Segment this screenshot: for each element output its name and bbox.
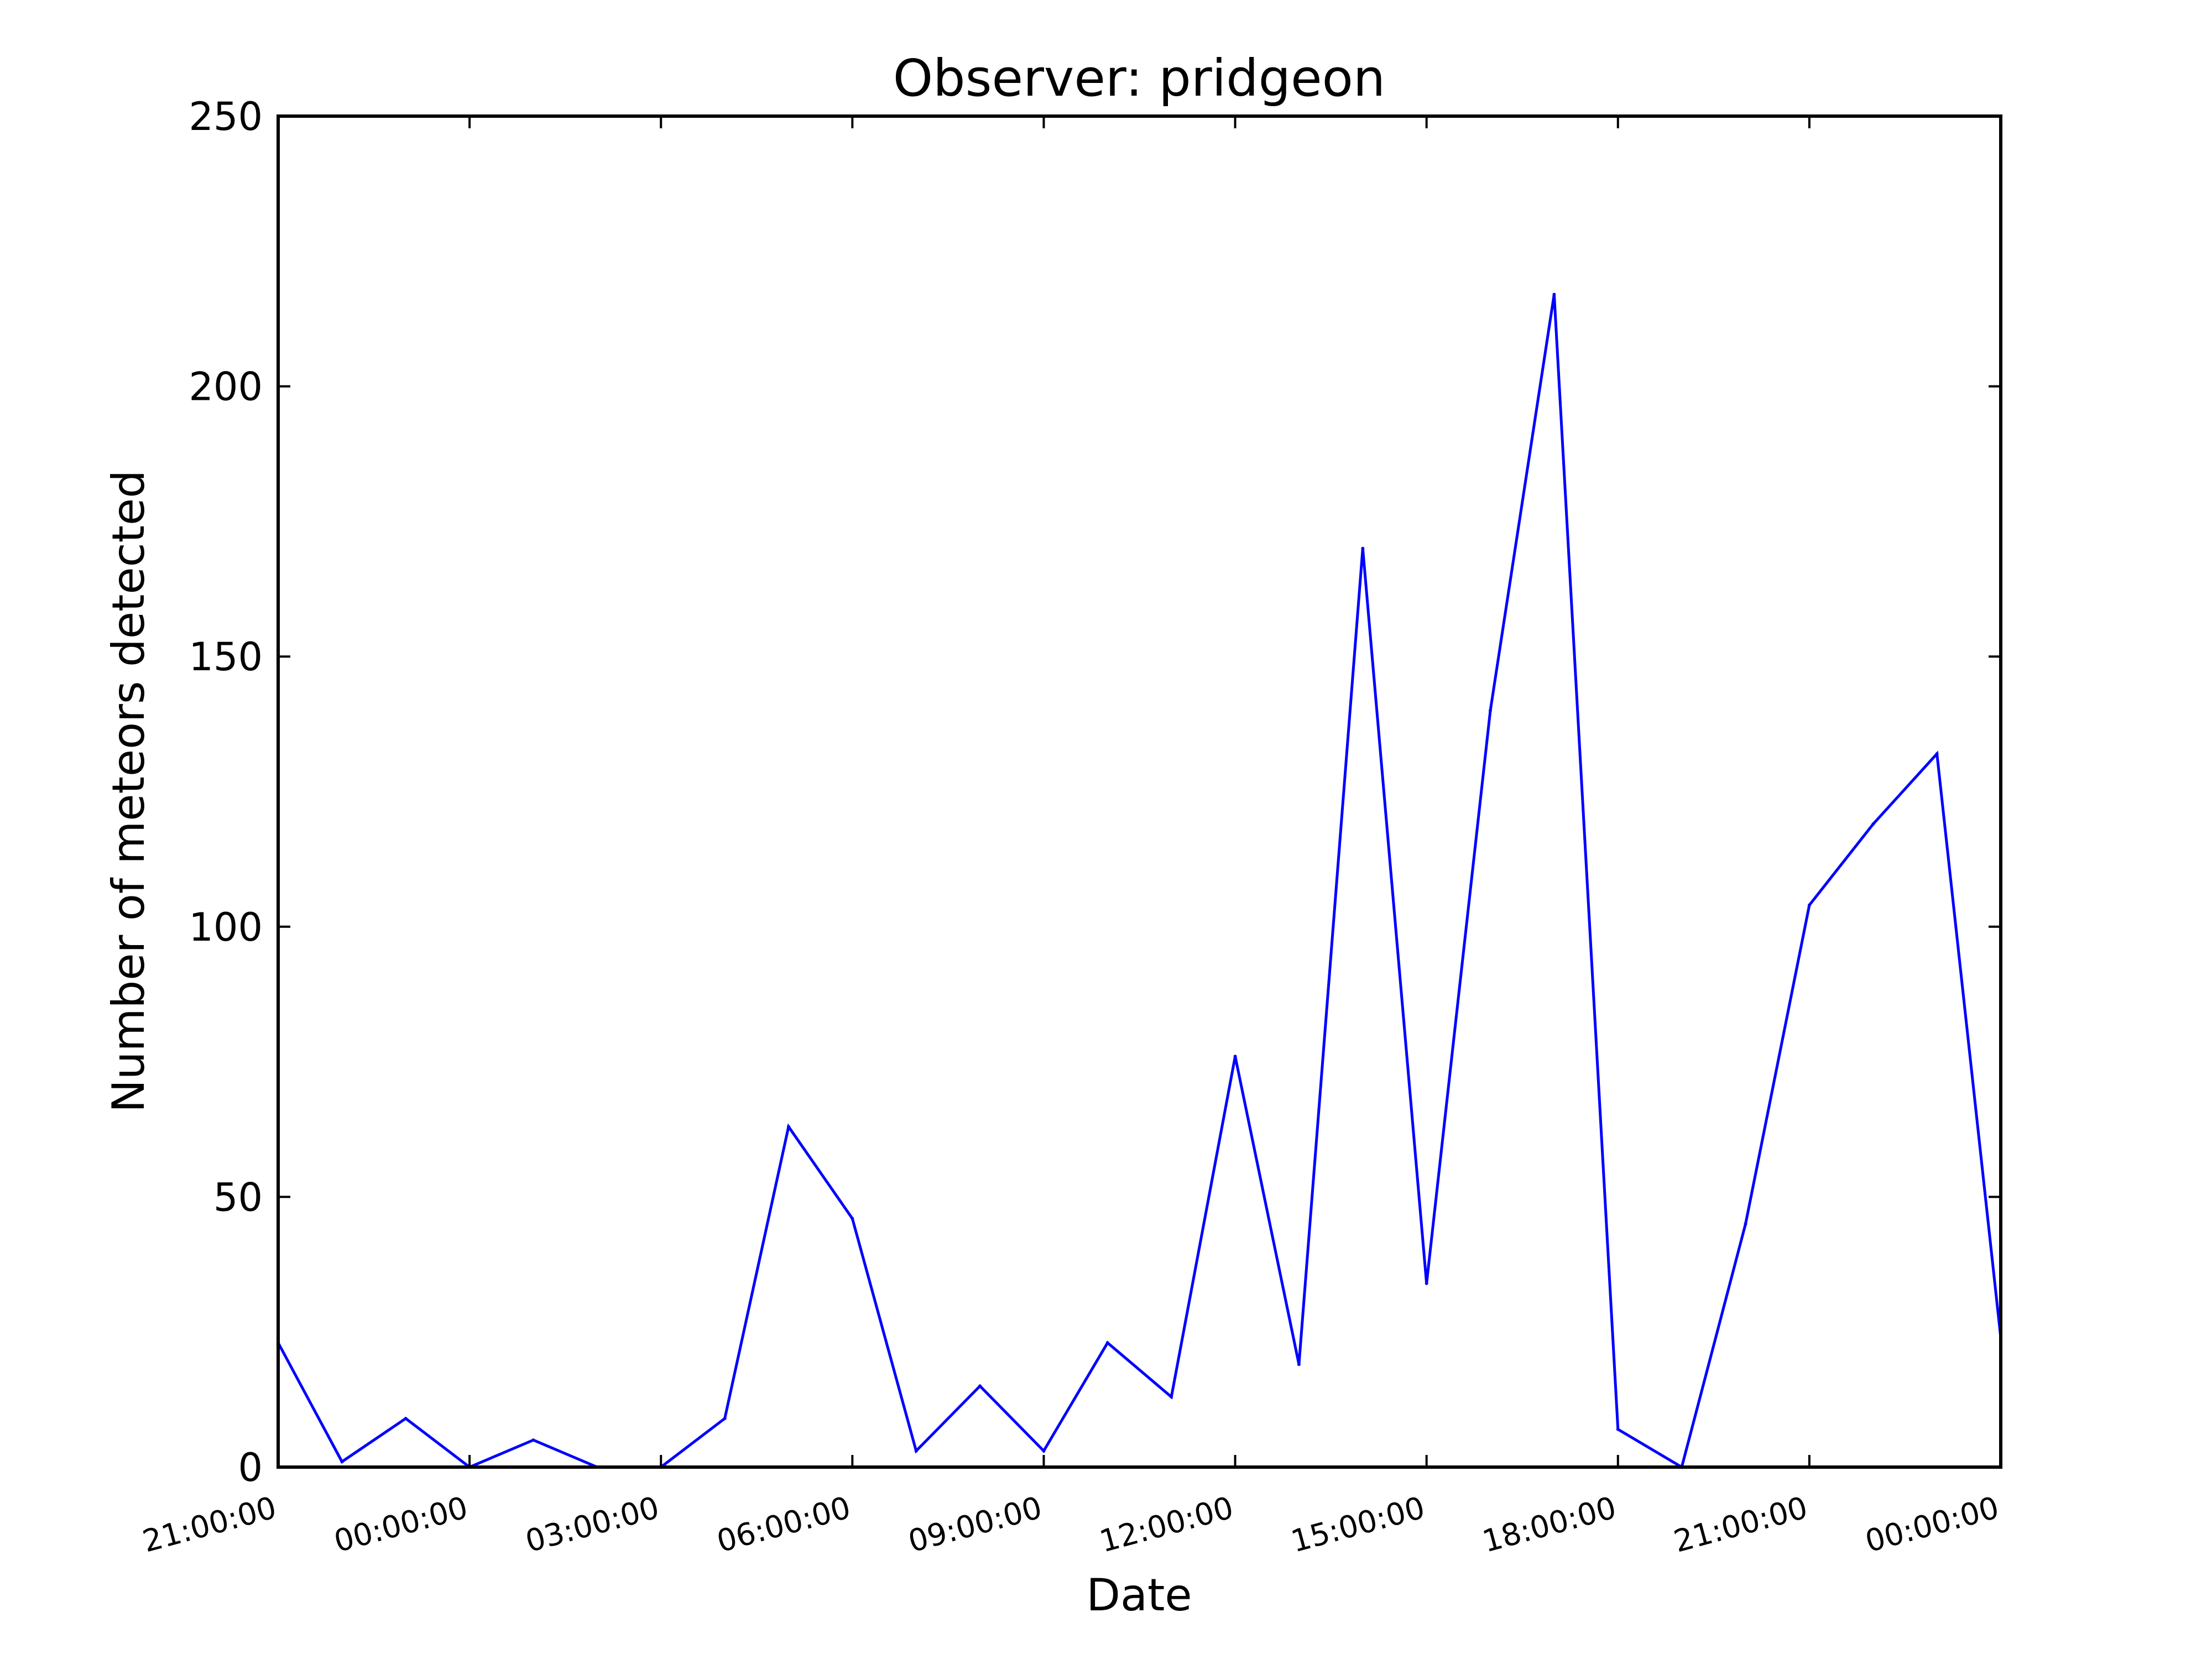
data-point	[1744, 1222, 1747, 1226]
data-point	[1297, 1363, 1301, 1366]
data-point	[851, 1217, 854, 1220]
series-line-0	[276, 294, 2002, 1469]
data-point	[1935, 752, 1939, 756]
chart-title: Observer: pridgeon	[893, 49, 1385, 108]
data-point	[404, 1417, 408, 1421]
x-tick-label: 00:00:00	[330, 1490, 471, 1559]
data-point	[1105, 1341, 1109, 1345]
data-point	[1361, 546, 1365, 550]
x-tick-label: 21:00:00	[1670, 1490, 1811, 1559]
x-axis-label: Date	[1086, 1569, 1192, 1621]
x-tick-label: 21:00:00	[139, 1490, 280, 1559]
y-tick-label: 0	[238, 1445, 263, 1490]
y-axis-label: Number of meteors detected	[103, 470, 154, 1113]
x-tick-label: 00:00:00	[1861, 1490, 2002, 1559]
tick-layer: 0 50 100 150 200 250 21:00:00 00:00:00 03:00:00 0…	[139, 94, 2002, 1559]
x-tick-label: 03:00:00	[521, 1490, 662, 1559]
x-tick-label: 09:00:00	[905, 1490, 1046, 1559]
data-point	[1233, 1055, 1237, 1058]
data-point	[531, 1438, 535, 1442]
plot-area: 0 50 100 150 200 250 21:00:00 00:00:00 03:00:00 0…	[139, 94, 2002, 1559]
data-point	[914, 1449, 918, 1453]
data-point	[978, 1384, 982, 1388]
x-tick-label: 06:00:00	[713, 1490, 854, 1559]
axes-frame	[276, 114, 2002, 1469]
y-tick-label: 250	[189, 94, 263, 139]
data-point	[723, 1417, 727, 1421]
y-tick-label: 50	[213, 1175, 263, 1220]
data-point	[1807, 903, 1811, 907]
y-tick-label: 200	[189, 364, 263, 410]
data-point	[787, 1125, 790, 1129]
data-point	[1871, 822, 1875, 826]
data-point	[1042, 1449, 1046, 1453]
series-layer	[276, 293, 2002, 1469]
data-point	[340, 1460, 344, 1464]
data-point	[1552, 293, 1556, 296]
data-point	[1489, 708, 1492, 712]
x-tick-label: 15:00:00	[1287, 1490, 1428, 1559]
data-point	[1425, 1281, 1428, 1285]
y-tick-label: 100	[189, 905, 263, 950]
y-tick-label: 150	[189, 634, 263, 680]
data-point	[1170, 1395, 1173, 1399]
x-tick-label: 12:00:00	[1096, 1490, 1237, 1559]
x-tick-label: 18:00:00	[1479, 1490, 1620, 1559]
data-point	[1616, 1427, 1620, 1431]
